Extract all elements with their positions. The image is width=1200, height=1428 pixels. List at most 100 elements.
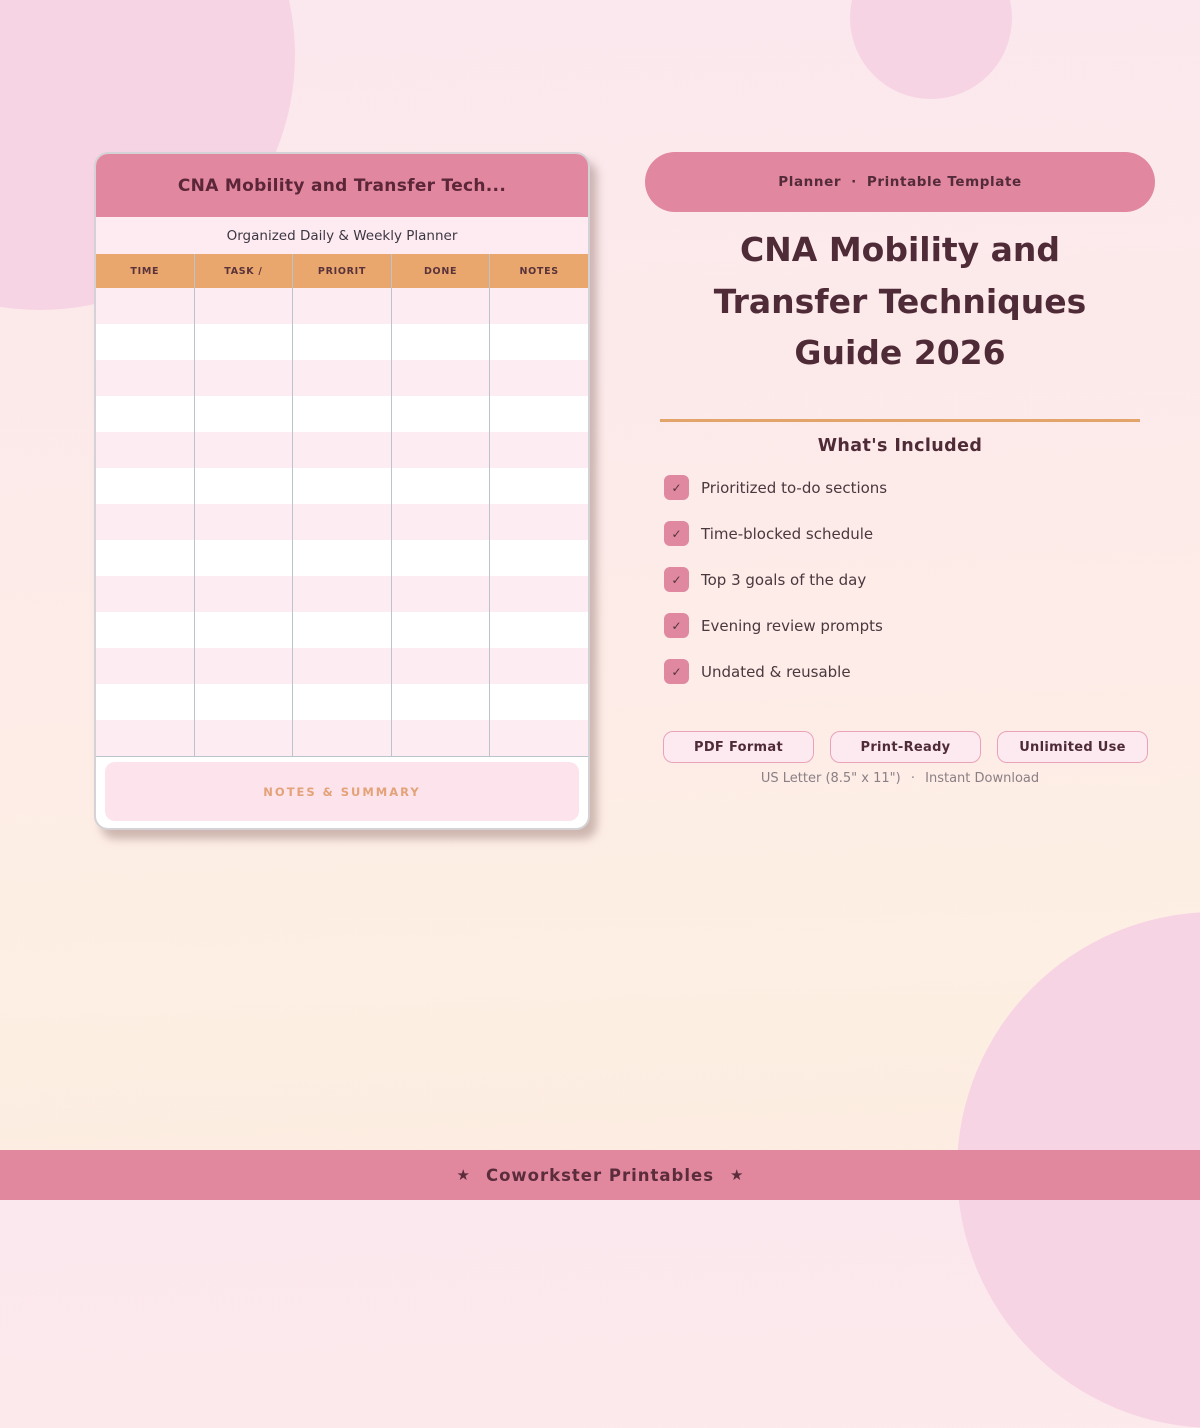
table-cell [489, 540, 588, 576]
delivery-label: Instant Download [925, 771, 1040, 786]
table-cell [489, 324, 588, 360]
table-row [96, 648, 588, 684]
table-row [96, 540, 588, 576]
list-item: ✓ Time-blocked schedule [664, 521, 887, 546]
table-row [96, 612, 588, 648]
unlimited-use-button[interactable]: Unlimited Use [997, 731, 1148, 763]
table-cell [193, 360, 293, 396]
table-cell [96, 432, 194, 468]
table-cell [390, 612, 490, 648]
category-badge: Planner · Printable Template [645, 152, 1155, 212]
table-cell [390, 432, 490, 468]
table-row [96, 720, 588, 756]
notes-summary-label: NOTES & SUMMARY [263, 784, 421, 799]
print-ready-button[interactable]: Print-Ready [830, 731, 981, 763]
table-cell [96, 540, 194, 576]
planner-card-subtitle: Organized Daily & Weekly Planner [96, 217, 588, 254]
table-cell [96, 684, 194, 720]
table-row [96, 288, 588, 324]
table-cell [489, 648, 588, 684]
pdf-format-button[interactable]: PDF Format [663, 731, 814, 763]
table-cell [292, 396, 391, 432]
list-item-label: Undated & reusable [701, 662, 851, 681]
checkbox-icon[interactable]: ✓ [664, 521, 689, 546]
table-cell [489, 360, 588, 396]
brand-name: Coworkster Printables [485, 1165, 715, 1185]
planner-table: TIME TASK / PRIORIT DONE NOTES [96, 254, 588, 757]
table-cell [489, 468, 588, 504]
included-list: ✓ Prioritized to-do sections ✓ Time-bloc… [664, 475, 887, 705]
table-row [96, 576, 588, 612]
table-cell [390, 288, 490, 324]
table-cell [96, 576, 194, 612]
star-icon: ★ [730, 1166, 744, 1184]
table-cell [390, 360, 490, 396]
table-cell [390, 720, 490, 756]
list-item-label: Evening review prompts [701, 616, 883, 635]
table-row [96, 324, 588, 360]
table-cell [292, 324, 391, 360]
table-cell [390, 396, 490, 432]
table-cell [292, 504, 391, 540]
column-header-task: TASK / [193, 254, 293, 288]
table-cell [96, 720, 194, 756]
table-cell [292, 540, 391, 576]
column-header-priority: PRIORIT [292, 254, 391, 288]
planner-table-header-row: TIME TASK / PRIORIT DONE NOTES [96, 254, 588, 288]
page-title-line-3: Guide 2026 [794, 333, 1006, 372]
table-cell [292, 648, 391, 684]
details-column: Planner · Printable Template CNA Mobilit… [640, 0, 1160, 900]
table-cell [193, 468, 293, 504]
table-cell [390, 684, 490, 720]
feature-buttons-row: PDF Format Print-Ready Unlimited Use [663, 731, 1148, 763]
brand-footer: ★ Coworkster Printables ★ [0, 1150, 1200, 1200]
table-cell [96, 468, 194, 504]
column-header-time: TIME [130, 265, 160, 277]
planner-card-header: CNA Mobility and Transfer Tech... [96, 154, 588, 217]
table-cell [489, 720, 588, 756]
checkbox-icon[interactable]: ✓ [664, 567, 689, 592]
planner-table-body [96, 288, 588, 757]
whats-included-heading: What's Included [817, 436, 983, 456]
table-cell [193, 396, 293, 432]
table-cell [292, 288, 391, 324]
table-cell [390, 504, 490, 540]
list-item-label: Top 3 goals of the day [701, 570, 867, 589]
table-cell [292, 612, 391, 648]
notes-summary-box: NOTES & SUMMARY [105, 762, 579, 821]
table-cell [489, 288, 588, 324]
table-cell [193, 324, 293, 360]
planner-card-title: CNA Mobility and Transfer Tech... [177, 175, 507, 196]
checkbox-icon[interactable]: ✓ [664, 613, 689, 638]
checkbox-icon[interactable]: ✓ [664, 659, 689, 684]
format-meta-line: US Letter (8.5" x 11") · Instant Downloa… [640, 771, 1160, 786]
list-item: ✓ Prioritized to-do sections [664, 475, 887, 500]
table-cell [193, 288, 293, 324]
table-cell [193, 684, 293, 720]
table-cell [193, 576, 293, 612]
meta-separator-dot: · [910, 771, 915, 786]
table-cell [96, 504, 194, 540]
table-row [96, 432, 588, 468]
list-item: ✓ Undated & reusable [664, 659, 887, 684]
table-cell [193, 432, 293, 468]
column-header-done: DONE [390, 254, 490, 288]
table-cell [292, 720, 391, 756]
checkbox-icon[interactable]: ✓ [664, 475, 689, 500]
table-cell [96, 612, 194, 648]
table-cell [96, 648, 194, 684]
table-row [96, 360, 588, 396]
table-cell [489, 504, 588, 540]
table-cell [390, 324, 490, 360]
table-cell [96, 324, 194, 360]
table-cell [390, 576, 490, 612]
table-cell [292, 432, 391, 468]
list-item: ✓ Top 3 goals of the day [664, 567, 887, 592]
column-header-notes: NOTES [489, 254, 588, 288]
table-cell [489, 576, 588, 612]
table-cell [292, 684, 391, 720]
page-title-line-2: Transfer Techniques [713, 281, 1087, 321]
list-item-label: Prioritized to-do sections [701, 478, 888, 497]
table-cell [489, 432, 588, 468]
badge-type-label: Printable Template [866, 174, 1022, 190]
